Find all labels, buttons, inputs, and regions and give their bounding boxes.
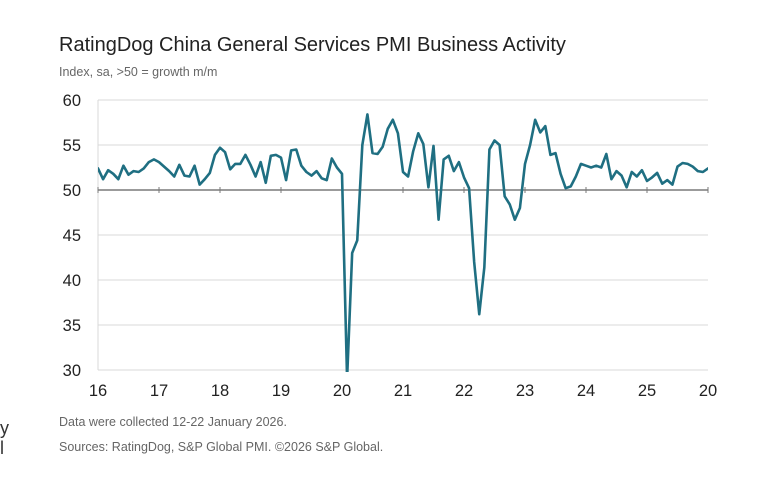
chart-title: RatingDog China General Services PMI Bus… [59, 34, 566, 56]
x-tick-label: 25 [638, 382, 656, 400]
x-tick-label: 18 [211, 382, 229, 400]
tick-labels: 30 35 40 45 50 55 60 16 17 18 19 20 21 22 23 24 25 20 [63, 92, 718, 400]
axes [97, 100, 709, 370]
data-collection-note: Data were collected 12-22 January 2026. [59, 415, 287, 429]
x-tick-label: 22 [455, 382, 473, 400]
x-tick-label: 20 [699, 382, 717, 400]
y-tick-label: 50 [63, 182, 81, 200]
chart-subtitle: Index, sa, >50 = growth m/m [59, 65, 218, 79]
series-line [98, 113, 708, 372]
clipped-text-fragment: l [0, 438, 4, 458]
x-tick-label: 17 [150, 382, 168, 400]
y-tick-label: 55 [63, 137, 81, 155]
y-tick-label: 45 [63, 227, 81, 245]
gridlines [98, 99, 708, 371]
series-layer [98, 113, 708, 372]
sources-note: Sources: RatingDog, S&P Global PMI. ©202… [59, 440, 384, 454]
x-tick-label: 16 [89, 382, 107, 400]
x-tick-label: 20 [333, 382, 351, 400]
y-tick-label: 40 [63, 272, 81, 290]
x-tick-label: 24 [577, 382, 595, 400]
y-tick-label: 60 [63, 92, 81, 110]
x-tick-label: 23 [516, 382, 534, 400]
clipped-text-fragment: y [0, 418, 9, 438]
x-tick-label: 19 [272, 382, 290, 400]
x-tick-label: 21 [394, 382, 412, 400]
y-tick-label: 35 [63, 317, 81, 335]
y-tick-label: 30 [63, 362, 81, 380]
